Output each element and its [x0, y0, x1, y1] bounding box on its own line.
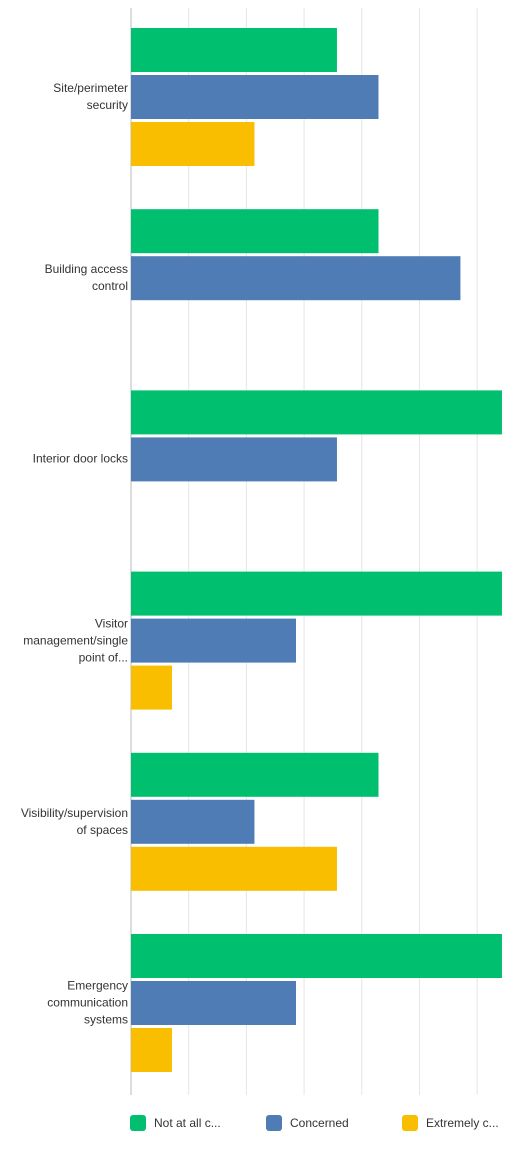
bar	[131, 934, 502, 978]
bar	[131, 799, 255, 844]
bar	[131, 571, 502, 616]
bar	[131, 665, 172, 710]
category-label: Building access control	[44, 262, 128, 294]
bar	[131, 618, 296, 663]
bar	[131, 75, 379, 119]
bar	[131, 437, 337, 482]
bar	[131, 28, 337, 72]
bar	[131, 122, 255, 166]
legend-label: Not at all c...	[154, 1116, 221, 1130]
legend-swatch	[266, 1115, 282, 1131]
bar	[131, 752, 379, 797]
bar	[131, 981, 296, 1025]
legend-label: Concerned	[290, 1116, 349, 1130]
legend-swatch	[130, 1115, 146, 1131]
bar	[131, 256, 461, 301]
legend-swatch	[402, 1115, 418, 1131]
bar	[131, 390, 502, 435]
category-label: Emergency communication systems	[47, 978, 128, 1027]
legend-label: Extremely c...	[426, 1116, 499, 1130]
bar	[131, 846, 337, 891]
category-label: Visitor management/single point of...	[23, 616, 128, 665]
category-label: Visibility/supervision of spaces	[20, 805, 128, 837]
bar	[131, 1028, 172, 1072]
bar	[131, 209, 379, 254]
category-label: Site/perimeter security	[53, 81, 128, 112]
category-label: Interior door locks	[32, 451, 128, 466]
